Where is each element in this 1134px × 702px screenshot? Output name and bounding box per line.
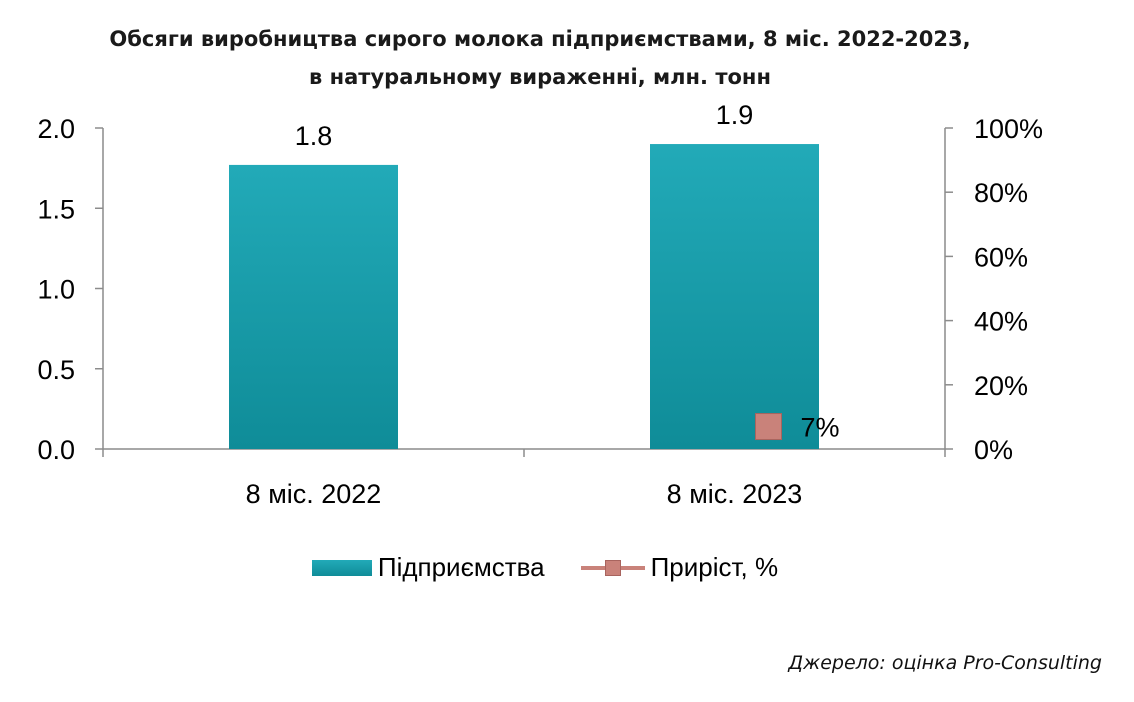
- chart-title: Обсяги виробництва сирого молока підприє…: [0, 20, 1080, 96]
- legend: Підприємства Приріст, %: [0, 552, 1090, 583]
- left-tick-label: 0.5: [37, 355, 75, 385]
- legend-item-bars: Підприємства: [311, 552, 545, 583]
- x-tick-label: 8 міс. 2023: [667, 479, 803, 509]
- right-tick-label: 0%: [974, 435, 1013, 465]
- bar-data-label: 1.8: [295, 121, 333, 151]
- left-tick-label: 2.0: [37, 114, 75, 144]
- chart-title-line-2: в натуральному вираженні, млн. тонн: [309, 65, 771, 89]
- legend-swatch-bars: [311, 559, 372, 576]
- left-tick-label: 1.5: [37, 194, 75, 224]
- bar: [229, 164, 398, 450]
- bar-data-label: 1.9: [716, 100, 754, 130]
- left-tick-label: 1.0: [37, 275, 75, 305]
- legend-label-bars: Підприємства: [377, 552, 545, 582]
- chart-title-line-1: Обсяги виробництва сирого молока підприє…: [109, 27, 971, 51]
- x-tick-label: 8 міс. 2022: [246, 479, 382, 509]
- right-tick-label: 80%: [974, 178, 1028, 208]
- right-tick-label: 20%: [974, 371, 1028, 401]
- right-tick-label: 40%: [974, 307, 1028, 337]
- source-note: Джерело: оцінка Pro-Consulting: [788, 652, 1102, 674]
- left-tick-label: 0.0: [37, 435, 75, 465]
- legend-swatch-line: [580, 559, 645, 576]
- bar: [650, 144, 819, 450]
- right-tick-label: 100%: [974, 114, 1043, 144]
- growth-marker: [755, 413, 782, 441]
- legend-item-line: Приріст, %: [580, 552, 779, 583]
- legend-label-line: Приріст, %: [650, 552, 779, 582]
- growth-data-label: 7%: [801, 413, 840, 443]
- right-tick-label: 60%: [974, 242, 1028, 272]
